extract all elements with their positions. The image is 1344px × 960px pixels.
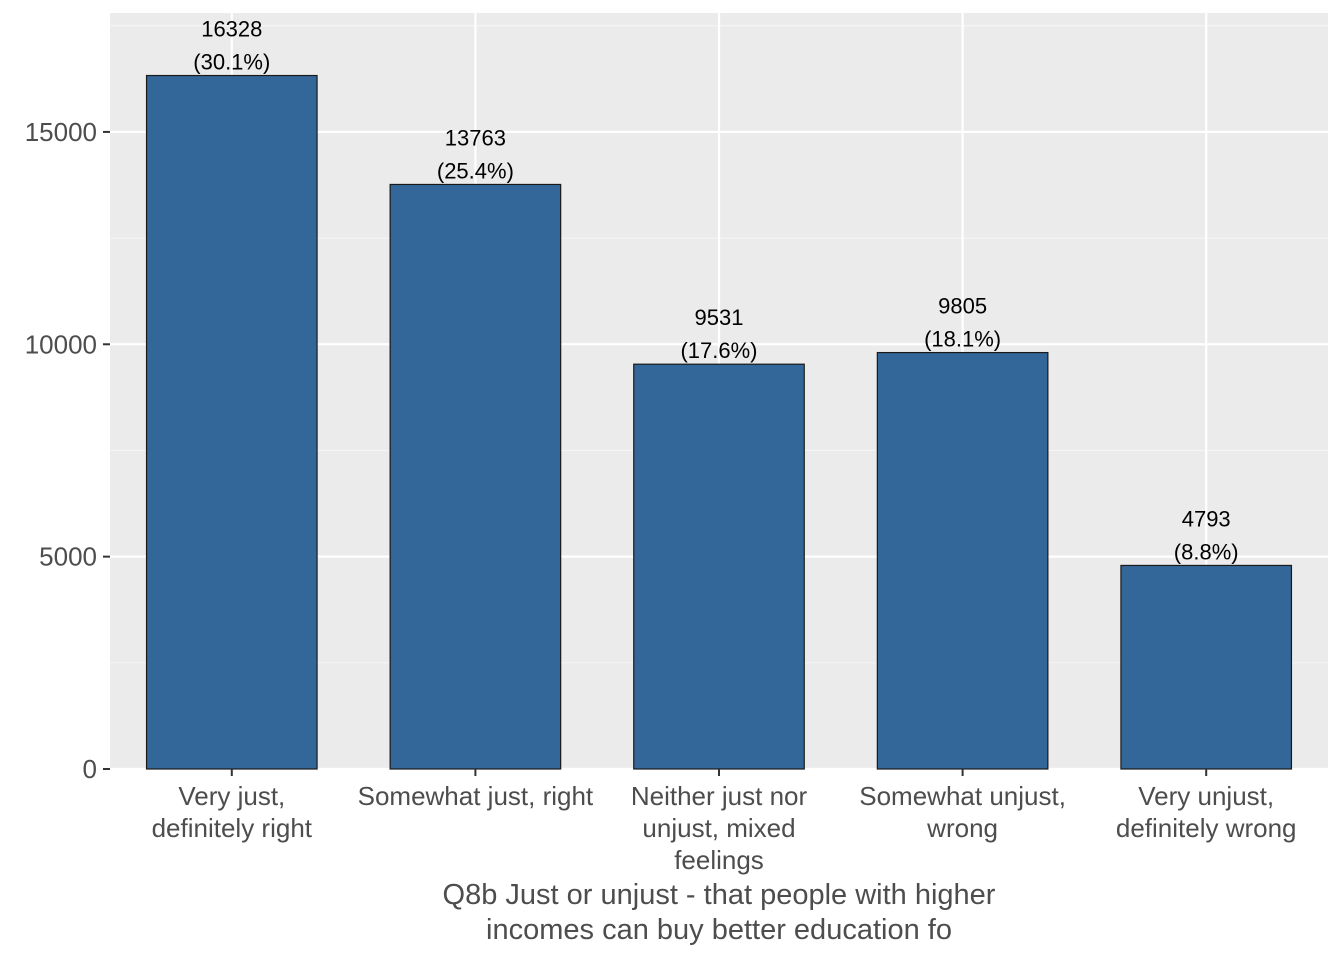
x-axis-title-line: Q8b Just or unjust - that people with hi…	[443, 879, 996, 911]
x-tick-label: wrong	[926, 813, 998, 843]
x-tick-label: Somewhat unjust,	[859, 781, 1066, 811]
x-axis-title: Q8b Just or unjust - that people with hi…	[443, 879, 996, 946]
bar-value-label: 4793	[1182, 506, 1231, 531]
y-axis: 0 5000 10000 15000	[25, 117, 110, 784]
y-tick-label: 0	[83, 754, 97, 784]
bar-value-label: 16328	[201, 17, 262, 42]
bar	[876, 351, 1049, 770]
data-labels: 16328 (30.1%) 13763 (25.4%) 9531 (17.6%) 9805 (…	[193, 17, 1238, 565]
y-tick-label: 15000	[25, 117, 97, 147]
x-tick-label: Neither just nor	[631, 781, 808, 811]
bar-percent-label: (18.1%)	[924, 327, 1001, 352]
x-tick-label: definitely wrong	[1116, 813, 1297, 843]
x-tick-label: Very unjust,	[1138, 781, 1274, 811]
bar-percent-label: (30.1%)	[193, 50, 270, 75]
x-tick-label: feelings	[674, 845, 764, 875]
y-tick-label: 10000	[25, 329, 97, 359]
bars	[145, 74, 1293, 770]
x-axis: Very just,definitely right Somewhat just,…	[152, 769, 1297, 875]
bar-percent-label: (8.8%)	[1174, 539, 1239, 564]
x-tick-label: definitely right	[152, 813, 313, 843]
bar-percent-label: (17.6%)	[680, 338, 757, 363]
bar-percent-label: (25.4%)	[437, 158, 514, 183]
bar-value-label: 9805	[938, 294, 987, 319]
bar	[633, 363, 805, 770]
bar	[1120, 564, 1293, 770]
bar	[389, 183, 562, 770]
x-tick-label: Somewhat just, right	[358, 781, 594, 811]
bar	[145, 74, 318, 770]
bar-value-label: 9531	[695, 305, 744, 330]
x-tick-label: unjust, mixed	[642, 813, 795, 843]
x-tick-label: Very just,	[178, 781, 285, 811]
y-tick-label: 5000	[39, 542, 97, 572]
x-axis-title-line: incomes can buy better education fo	[486, 914, 952, 946]
bar-value-label: 13763	[445, 125, 506, 150]
